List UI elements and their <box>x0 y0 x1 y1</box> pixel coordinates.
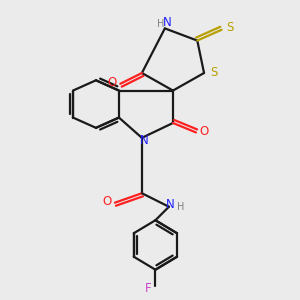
Text: F: F <box>145 282 152 295</box>
Text: S: S <box>226 21 233 34</box>
Text: O: O <box>107 76 117 89</box>
Text: H: H <box>177 202 184 212</box>
Text: N: N <box>163 16 172 29</box>
Text: O: O <box>200 124 209 138</box>
Text: H: H <box>157 20 164 29</box>
Text: N: N <box>166 197 175 211</box>
Text: O: O <box>103 195 112 208</box>
Text: S: S <box>210 67 217 80</box>
Text: N: N <box>140 134 149 147</box>
